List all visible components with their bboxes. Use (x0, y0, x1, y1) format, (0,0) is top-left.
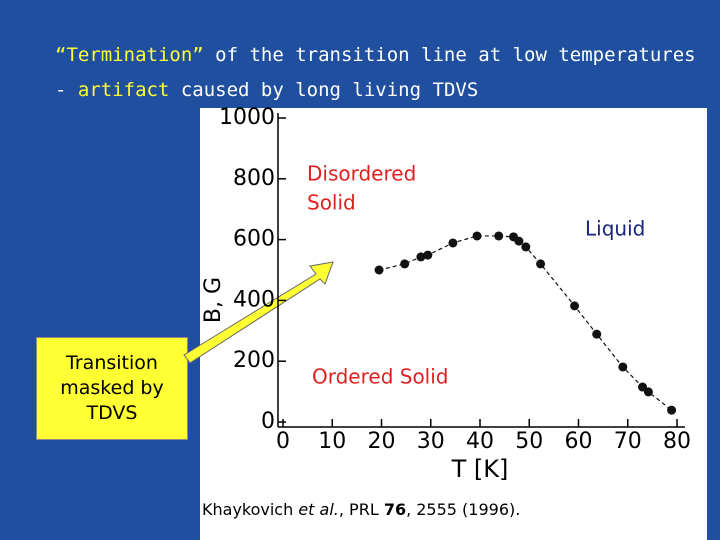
title-line: “Termination” of the transition line at … (55, 44, 696, 66)
title-line: - artifact caused by long living TDVS (55, 79, 478, 101)
annotation: Liquid (585, 217, 645, 241)
x-axis-label: T [K] (451, 455, 509, 483)
x-tick-label: 30 (417, 429, 445, 454)
data-point (374, 265, 384, 275)
cite-part: 76 (383, 500, 407, 519)
cite-part: et al. (298, 500, 339, 519)
x-tick-label: 60 (565, 429, 593, 454)
cite-part: , PRL (338, 500, 384, 519)
callout-line: Transition (66, 352, 158, 374)
annotation: Solid (307, 191, 356, 215)
data-point (448, 238, 458, 248)
y-tick-label: 1000 (219, 105, 275, 130)
title-part: artifact (77, 79, 170, 101)
x-tick-label: 50 (515, 429, 543, 454)
data-point (472, 231, 482, 241)
data-point (514, 236, 524, 246)
data-point (667, 405, 677, 415)
callout-box: Transition masked by TDVS (36, 337, 188, 440)
y-tick-label: 0 (261, 409, 275, 434)
cite-part: Khaykovich (202, 500, 299, 519)
data-point (416, 252, 426, 262)
data-point (592, 329, 602, 339)
title-part: - (55, 79, 78, 101)
annotation: Disordered (307, 162, 416, 186)
x-tick-label: 10 (318, 429, 346, 454)
arrow (183, 261, 334, 364)
x-tick-label: 20 (368, 429, 396, 454)
data-point (400, 259, 410, 269)
x-tick-label: 0 (276, 429, 290, 454)
data-point (521, 242, 531, 252)
cite-part: , 2555 (1996). (406, 500, 521, 519)
title-part: “Termination” (55, 44, 204, 66)
title-part: caused by long living TDVS (169, 79, 479, 101)
data-point (570, 301, 580, 311)
data-point (618, 362, 628, 372)
y-axis-label: B, G (201, 277, 226, 323)
y-tick-label: 200 (233, 348, 275, 373)
annotation: Ordered Solid (312, 365, 449, 389)
x-tick-label: 80 (663, 429, 691, 454)
data-point (423, 250, 433, 260)
data-point (536, 259, 546, 269)
callout-line: masked by (60, 377, 164, 399)
y-tick-label: 600 (233, 227, 275, 252)
chart-background (200, 108, 707, 540)
citation: Khaykovich et al., PRL 76, 2555 (1996). (202, 500, 520, 519)
callout-line: TDVS (86, 402, 138, 424)
x-tick-label: 70 (614, 429, 642, 454)
x-tick-label: 40 (466, 429, 494, 454)
title-part: of the transition line at low temperatur… (203, 44, 696, 66)
y-tick-label: 400 (233, 287, 275, 312)
data-point (643, 387, 653, 397)
data-point (494, 231, 504, 241)
y-tick-label: 800 (233, 166, 275, 191)
